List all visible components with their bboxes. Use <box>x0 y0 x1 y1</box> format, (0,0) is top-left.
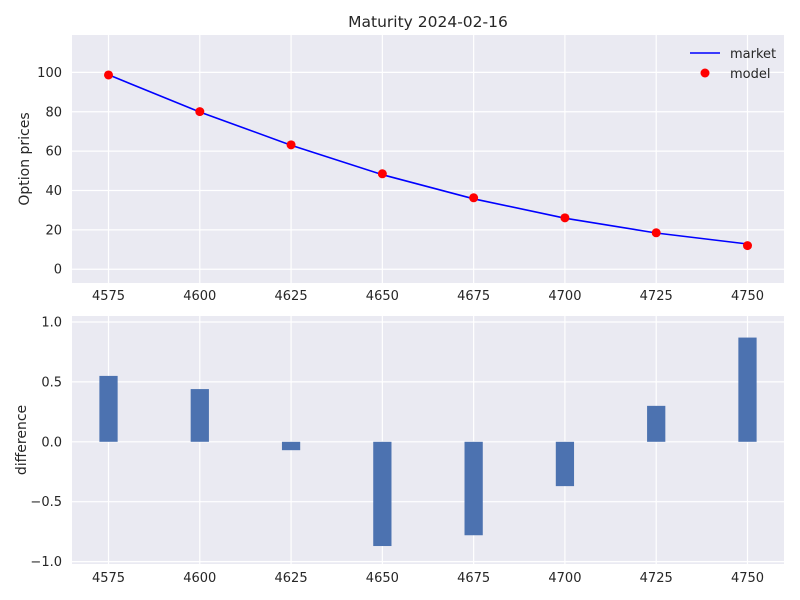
difference-bar <box>555 441 575 487</box>
model-point <box>286 140 296 150</box>
x-tick-label: 4700 <box>548 571 581 586</box>
model-point <box>742 241 752 251</box>
difference-bar <box>647 405 666 442</box>
y-tick-labels: 0 20 40 60 80 100 <box>37 66 62 278</box>
difference-bars <box>99 337 757 547</box>
difference-bar <box>99 375 118 442</box>
x-tick-label: 4725 <box>640 571 673 586</box>
model-point <box>104 70 114 80</box>
y-tick-label: 20 <box>45 223 62 238</box>
difference-panel: −1.0 −0.5 0.0 0.5 1.0 4575 4600 4625 4650 4675 47… <box>14 315 784 586</box>
chart-title: Maturity 2024-02-16 <box>348 13 508 31</box>
difference-bar <box>281 441 301 451</box>
y-tick-label: 100 <box>37 66 62 81</box>
market-series-line <box>108 74 748 245</box>
difference-bar <box>464 441 483 536</box>
model-point <box>377 169 387 179</box>
x-tick-label: 4650 <box>366 571 399 586</box>
x-tick-label: 4575 <box>92 289 125 304</box>
x-tick-label: 4750 <box>731 289 764 304</box>
x-tick-label: 4725 <box>640 289 673 304</box>
x-tick-label: 4650 <box>366 289 399 304</box>
model-series-points <box>104 70 752 251</box>
difference-bar <box>738 337 757 442</box>
y-tick-label: 40 <box>45 184 62 199</box>
y-tick-label: 0.0 <box>41 435 62 450</box>
x-tick-label: 4600 <box>183 571 216 586</box>
y-axis-label: difference <box>14 405 30 475</box>
model-point <box>469 193 479 203</box>
legend-market-label: market <box>730 47 776 62</box>
x-tick-label: 4625 <box>275 571 308 586</box>
x-tick-label: 4750 <box>731 571 764 586</box>
x-tick-label: 4675 <box>457 289 490 304</box>
legend: market model <box>690 47 776 82</box>
y-tick-label: 0 <box>54 263 62 278</box>
model-point <box>195 107 205 117</box>
y-tick-label: 0.5 <box>41 375 62 390</box>
y-tick-label: 60 <box>45 145 62 160</box>
plot-area <box>72 35 784 283</box>
model-point <box>560 213 570 223</box>
x-tick-label: 4700 <box>548 289 581 304</box>
x-tick-label: 4600 <box>183 289 216 304</box>
legend-model-label: model <box>730 67 770 82</box>
y-tick-label: −0.5 <box>30 495 62 510</box>
x-tick-labels: 4575 4600 4625 4650 4675 4700 4725 4750 <box>92 571 764 586</box>
x-tick-label: 4625 <box>275 289 308 304</box>
x-tick-label: 4675 <box>457 571 490 586</box>
y-tick-label: −1.0 <box>30 555 62 570</box>
y-tick-label: 80 <box>45 105 62 120</box>
y-tick-label: 1.0 <box>41 315 62 330</box>
model-point <box>651 228 661 238</box>
grid <box>72 35 784 283</box>
difference-bar <box>190 389 209 442</box>
x-tick-label: 4575 <box>92 571 125 586</box>
plot-area <box>72 316 784 564</box>
x-tick-labels: 4575 4600 4625 4650 4675 4700 4725 4750 <box>92 289 764 304</box>
difference-bar <box>373 441 392 547</box>
y-tick-labels: −1.0 −0.5 0.0 0.5 1.0 <box>30 315 62 570</box>
y-axis-label: Option prices <box>17 112 33 205</box>
legend-model-swatch <box>700 68 710 78</box>
option-prices-panel: Maturity 2024-02-16 0 20 40 60 80 100 4575 460… <box>17 13 784 304</box>
